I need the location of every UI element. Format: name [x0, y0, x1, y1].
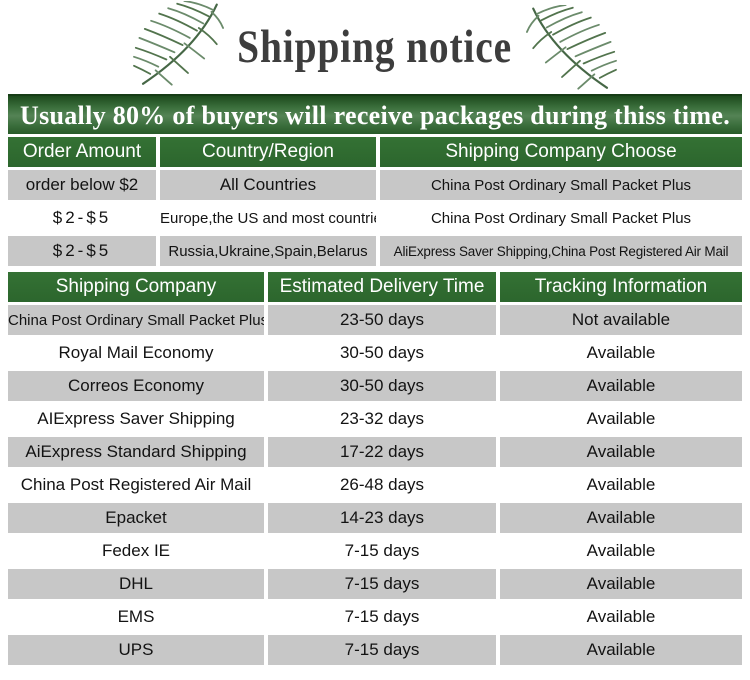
title-section: Shipping notice: [0, 0, 750, 94]
table-cell: 7-15 days: [268, 602, 496, 632]
table-cell: China Post Registered Air Mail: [8, 470, 264, 500]
table-cell: Available: [500, 338, 742, 368]
leaf-decoration-right-icon: [525, 5, 617, 90]
column-header-country-region: Country/Region: [160, 137, 376, 167]
table-row: Correos Economy 30-50 days Available: [8, 371, 742, 401]
table-cell: All Countries: [160, 170, 376, 200]
column-header-estimated-delivery-time: Estimated Delivery Time: [268, 272, 496, 302]
order-amount-table-header: Order Amount Country/Region Shipping Com…: [8, 137, 742, 167]
table-cell: 26-48 days: [268, 470, 496, 500]
order-amount-table: Order Amount Country/Region Shipping Com…: [4, 134, 746, 269]
table-row: China Post Ordinary Small Packet Plus 23…: [8, 305, 742, 335]
table-cell: China Post Ordinary Small Packet Plus: [380, 170, 742, 200]
table-cell: 7-15 days: [268, 569, 496, 599]
table-cell: 14-23 days: [268, 503, 496, 533]
table-cell: 7-15 days: [268, 635, 496, 665]
column-header-order-amount: Order Amount: [8, 137, 156, 167]
table-row: China Post Registered Air Mail 26-48 day…: [8, 470, 742, 500]
table-cell: Available: [500, 536, 742, 566]
table-cell: 7-15 days: [268, 536, 496, 566]
header-row: Shipping Company Estimated Delivery Time…: [8, 272, 742, 302]
table-row: EMS 7-15 days Available: [8, 602, 742, 632]
page-title: Shipping notice: [237, 21, 513, 73]
table-row: Royal Mail Economy 30-50 days Available: [8, 338, 742, 368]
table-cell: 30-50 days: [268, 371, 496, 401]
table-cell: Available: [500, 602, 742, 632]
table-cell: China Post Ordinary Small Packet Plus: [8, 305, 264, 335]
table-cell: AliExpress Saver Shipping,China Post Reg…: [380, 236, 742, 266]
table-cell: Royal Mail Economy: [8, 338, 264, 368]
table-cell: Europe,the US and most countries: [160, 203, 376, 233]
delivery-time-table-header: Shipping Company Estimated Delivery Time…: [8, 272, 742, 302]
table-row: $2-$5 Europe,the US and most countries C…: [8, 203, 742, 233]
table-row: $2-$5 Russia,Ukraine,Spain,Belarus AliEx…: [8, 236, 742, 266]
table-cell: $2-$5: [8, 236, 156, 266]
table-cell: 17-22 days: [268, 437, 496, 467]
table-cell: China Post Ordinary Small Packet Plus: [380, 203, 742, 233]
table-row: AIExpress Saver Shipping 23-32 days Avai…: [8, 404, 742, 434]
table-cell: Available: [500, 470, 742, 500]
delivery-time-table: Shipping Company Estimated Delivery Time…: [4, 269, 746, 668]
table-cell: 30-50 days: [268, 338, 496, 368]
table-cell: Correos Economy: [8, 371, 264, 401]
table-cell: Not available: [500, 305, 742, 335]
table-cell: Available: [500, 569, 742, 599]
table-row: order below $2 All Countries China Post …: [8, 170, 742, 200]
table-row: UPS 7-15 days Available: [8, 635, 742, 665]
column-header-tracking-information: Tracking Information: [500, 272, 742, 302]
table-cell: UPS: [8, 635, 264, 665]
table-cell: Fedex IE: [8, 536, 264, 566]
table-cell: DHL: [8, 569, 264, 599]
table-cell: EMS: [8, 602, 264, 632]
table-cell: Available: [500, 503, 742, 533]
table-row: Epacket 14-23 days Available: [8, 503, 742, 533]
table-cell: 23-50 days: [268, 305, 496, 335]
table-cell: Epacket: [8, 503, 264, 533]
table-cell: Russia,Ukraine,Spain,Belarus: [160, 236, 376, 266]
table-cell: Available: [500, 404, 742, 434]
table-cell: 23-32 days: [268, 404, 496, 434]
table-cell: Available: [500, 437, 742, 467]
table-row: AiExpress Standard Shipping 17-22 days A…: [8, 437, 742, 467]
column-header-shipping-company: Shipping Company: [8, 272, 264, 302]
banner-message: Usually 80% of buyers will receive packa…: [8, 94, 742, 134]
table-cell: Available: [500, 371, 742, 401]
table-cell: AIExpress Saver Shipping: [8, 404, 264, 434]
table-cell: AiExpress Standard Shipping: [8, 437, 264, 467]
column-header-shipping-company-choose: Shipping Company Choose: [380, 137, 742, 167]
table-cell: $2-$5: [8, 203, 156, 233]
header-row: Order Amount Country/Region Shipping Com…: [8, 137, 742, 167]
table-row: DHL 7-15 days Available: [8, 569, 742, 599]
leaf-decoration-left-icon: [133, 1, 225, 86]
table-cell: Available: [500, 635, 742, 665]
table-cell: order below $2: [8, 170, 156, 200]
table-row: Fedex IE 7-15 days Available: [8, 536, 742, 566]
